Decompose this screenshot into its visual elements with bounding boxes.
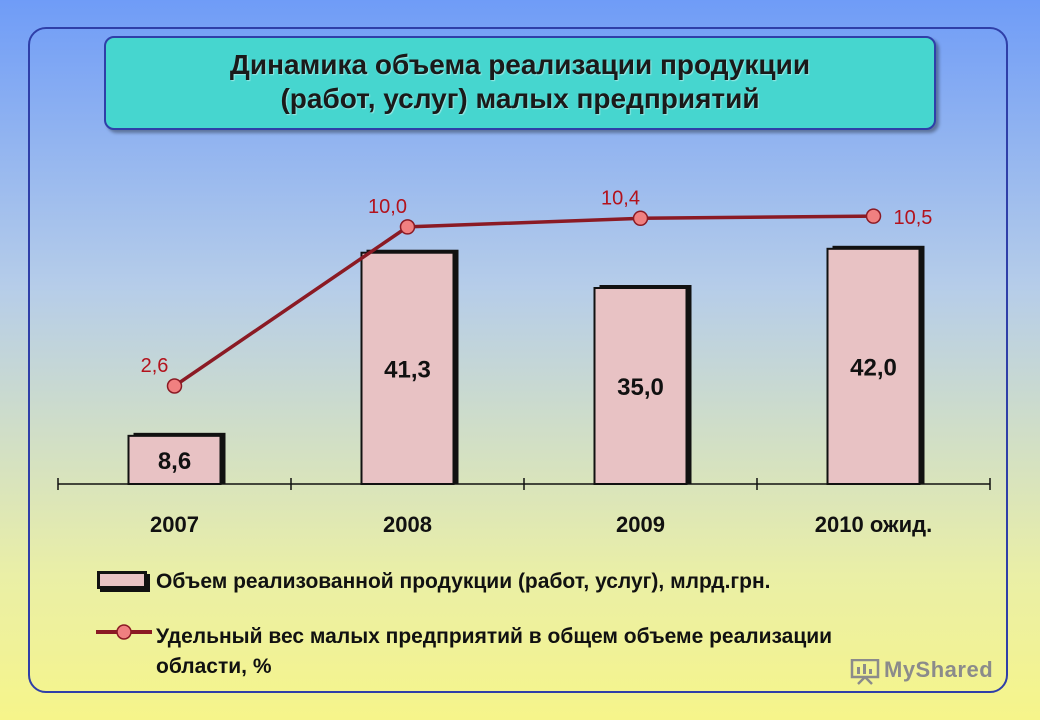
bar bbox=[593, 287, 688, 485]
line-value-label: 2,6 bbox=[141, 355, 169, 377]
line-point bbox=[399, 219, 416, 235]
legend-line-swatch bbox=[96, 624, 152, 640]
bar-value-label: 41,3 bbox=[384, 356, 431, 383]
line-series: 2,6 10,0 10,4 10,5 bbox=[141, 187, 933, 394]
watermark: MyShared bbox=[850, 657, 994, 685]
bar-value-label: 42,0 bbox=[850, 354, 897, 381]
line-value-label: 10,0 bbox=[368, 196, 407, 218]
bar bbox=[127, 434, 222, 485]
legend-bar-swatch bbox=[97, 571, 147, 589]
slide-frame bbox=[28, 27, 1008, 693]
chart-title-line-1: Динамика объема реализации продукции bbox=[229, 49, 811, 80]
bar bbox=[360, 251, 455, 485]
chart-title-box: Динамика объема реализации продукции (ра… bbox=[104, 36, 936, 130]
line-path bbox=[173, 214, 874, 388]
x-tick-label: 2008 bbox=[383, 512, 432, 537]
legend-line-label: Удельный вес малых предприятий в общем о… bbox=[156, 622, 976, 682]
x-tick-label: 2010 ожид. bbox=[815, 512, 932, 537]
x-tick-label: 2009 bbox=[616, 512, 665, 537]
chart-title-line-2: (работ, услуг) малых предприятий bbox=[280, 83, 760, 114]
presentation-board-icon bbox=[850, 659, 880, 685]
legend-line-label-1: Удельный вес малых предприятий в общем о… bbox=[156, 625, 833, 648]
watermark-text: MyShared bbox=[884, 657, 994, 682]
x-tick-label: 2007 bbox=[150, 512, 199, 537]
line-value-label: 10,5 bbox=[894, 207, 933, 229]
bar bbox=[826, 247, 921, 485]
bar-value-label: 35,0 bbox=[617, 374, 664, 401]
line-point bbox=[166, 378, 183, 394]
legend-line-label-2: области, % bbox=[156, 655, 272, 678]
bar-series: 8,6 41,3 35,0 42,0 bbox=[127, 245, 925, 485]
line-point bbox=[632, 210, 649, 227]
line-point bbox=[865, 208, 882, 224]
bar-value-label: 8,6 bbox=[158, 448, 191, 475]
legend-bar-label: Объем реализованной продукции (работ, ус… bbox=[156, 570, 771, 593]
line-value-label: 10,4 bbox=[601, 187, 640, 209]
x-axis: 2007 2008 2009 2010 ожид. bbox=[57, 478, 991, 537]
